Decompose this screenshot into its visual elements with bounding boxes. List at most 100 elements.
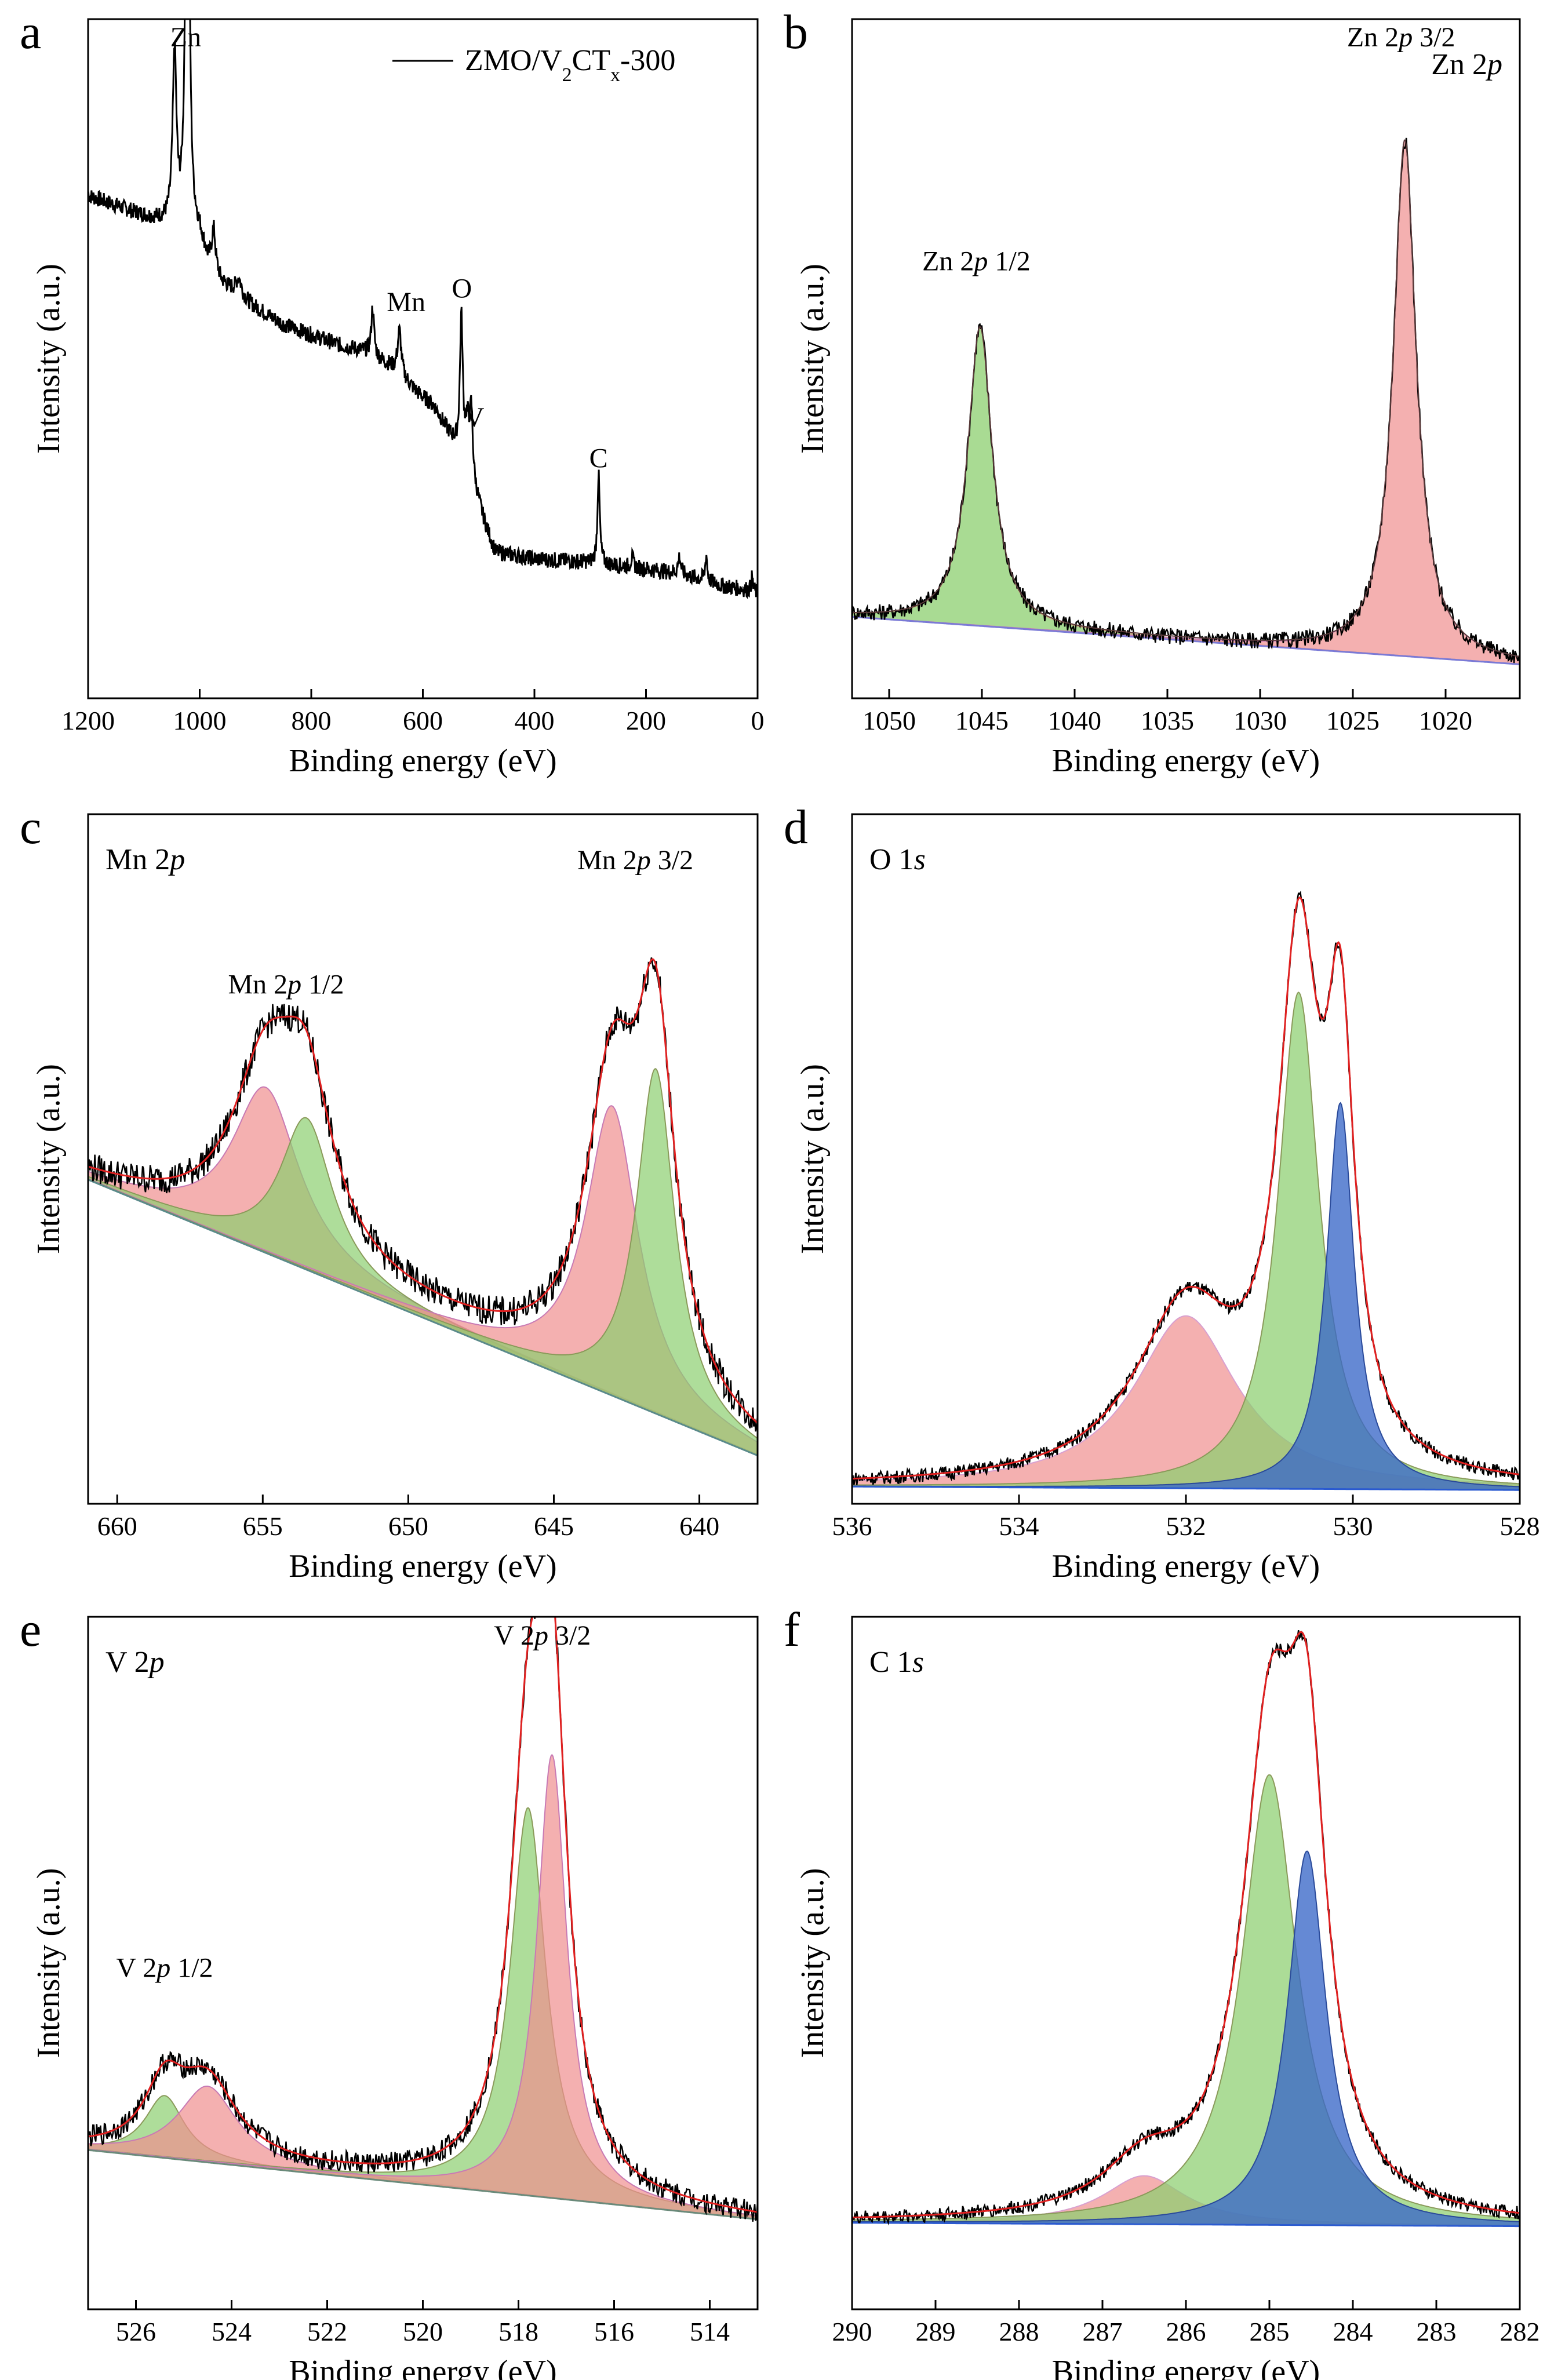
peak-annotation: V 2p 1/2 xyxy=(116,1952,213,1983)
x-tick-label: 288 xyxy=(999,2317,1039,2346)
panel-title: C 1s xyxy=(869,1646,924,1679)
fit-envelope xyxy=(852,896,1520,1480)
y-axis-label: Intensity (a.u.) xyxy=(31,1868,67,2058)
fit-envelope xyxy=(88,958,758,1424)
panel-title: V 2p xyxy=(105,1646,165,1679)
survey-line xyxy=(88,19,758,599)
plot-area xyxy=(852,137,1520,665)
peak-annotation: Zn 2p 1/2 xyxy=(922,246,1031,277)
x-tick-label: 1020 xyxy=(1419,706,1472,735)
x-tick-label: 285 xyxy=(1250,2317,1290,2346)
x-tick-label: 1045 xyxy=(955,706,1009,735)
x-axis-label: Binding energy (eV) xyxy=(1052,1548,1320,1584)
plot-area xyxy=(852,1630,1520,2228)
x-tick-label: 1040 xyxy=(1048,706,1101,735)
x-tick-label: 1035 xyxy=(1141,706,1194,735)
x-tick-label: 518 xyxy=(498,2317,538,2346)
plot-area xyxy=(88,957,758,1457)
x-tick-label: 526 xyxy=(116,2317,156,2346)
panel-e: 526 524 522 520 518 516 514 Binding energy (eV)… xyxy=(20,1603,759,2380)
x-tick-label: 1050 xyxy=(862,706,916,735)
panel-letter: f xyxy=(784,1603,800,1657)
x-tick-label: 600 xyxy=(403,706,443,735)
panel-title: Zn 2p xyxy=(1431,48,1502,81)
plot-area xyxy=(852,891,1520,1491)
plot-frame xyxy=(851,18,1521,699)
panel-d: 536 534 532 530 528 Binding energy (eV) Intens… xyxy=(784,800,1540,1584)
peak-annotation: Mn 2p 3/2 xyxy=(577,845,693,876)
peak-annotation: Mn xyxy=(387,287,425,318)
x-axis-label: Binding energy (eV) xyxy=(289,2354,556,2380)
x-tick-label: 800 xyxy=(292,706,332,735)
x-tick-label: 660 xyxy=(97,1511,137,1541)
x-tick-label: 524 xyxy=(212,2317,252,2346)
peak-annotation: V xyxy=(464,402,485,433)
baseline-line xyxy=(88,1179,758,1457)
x-tick-label: 1030 xyxy=(1233,706,1287,735)
panel-b: 1050 1045 1040 1035 1030 1025 1020 Binding ener… xyxy=(784,5,1521,779)
baseline-line xyxy=(852,1485,1520,1491)
x-tick-label: 290 xyxy=(832,2317,872,2346)
peak-annotation: V 2p 3/2 xyxy=(494,1620,591,1651)
x-tick-label: 282 xyxy=(1500,2317,1540,2346)
panel-letter: d xyxy=(784,800,808,854)
x-tick-label: 1200 xyxy=(61,706,115,735)
x-tick-label: 284 xyxy=(1333,2317,1373,2346)
x-tick-label: 287 xyxy=(1083,2317,1123,2346)
fit-envelope xyxy=(88,1617,758,2213)
y-axis-label: Intensity (a.u.) xyxy=(795,1868,831,2058)
x-axis-label: Binding energy (eV) xyxy=(1052,2354,1320,2380)
peak-annotation: Zn xyxy=(170,22,201,53)
panel-letter: c xyxy=(20,800,41,854)
fit-envelope xyxy=(852,139,1520,658)
peak-annotation: Zn 2p 3/2 xyxy=(1347,22,1455,53)
x-tick-label: 516 xyxy=(594,2317,634,2346)
baseline-line xyxy=(852,615,1520,665)
peak-annotation: O xyxy=(452,274,472,304)
panel-letter: e xyxy=(20,1603,41,1657)
x-tick-label: 536 xyxy=(832,1511,872,1541)
panel-letter: b xyxy=(784,5,808,59)
panel-c: 660 655 650 645 640 Binding energy (eV) Intens… xyxy=(20,800,759,1584)
panel-title: O 1s xyxy=(869,843,926,876)
x-tick-label: 528 xyxy=(1500,1511,1540,1541)
x-tick-label: 645 xyxy=(534,1511,574,1541)
y-axis-label: Intensity (a.u.) xyxy=(31,264,67,454)
x-tick-label: 534 xyxy=(999,1511,1039,1541)
legend-label: ZMO/V2CTx-300 xyxy=(465,44,675,86)
plot-area xyxy=(88,19,758,599)
y-axis-label: Intensity (a.u.) xyxy=(31,1064,67,1254)
panel-f: 290 289 288 287 286 285 284 283 282 Binding energ… xyxy=(784,1603,1540,2380)
x-tick-label: 532 xyxy=(1166,1511,1206,1541)
x-axis-label: Binding energy (eV) xyxy=(1052,743,1320,779)
x-tick-label: 514 xyxy=(690,2317,730,2346)
y-axis-label: Intensity (a.u.) xyxy=(795,1064,831,1254)
baseline-line xyxy=(852,2222,1520,2228)
fit-envelope xyxy=(852,1631,1520,2219)
x-tick-label: 530 xyxy=(1333,1511,1373,1541)
x-tick-label: 655 xyxy=(243,1511,283,1541)
x-axis-label: Binding energy (eV) xyxy=(289,743,556,779)
x-tick-label: 400 xyxy=(515,706,555,735)
x-tick-label: 1025 xyxy=(1326,706,1380,735)
baseline-line xyxy=(88,2149,758,2221)
y-axis-label: Intensity (a.u.) xyxy=(795,264,831,454)
peak-annotation: C xyxy=(589,443,608,474)
x-tick-label: 289 xyxy=(916,2317,956,2346)
plot-frame xyxy=(87,813,759,1505)
x-tick-label: 283 xyxy=(1417,2317,1457,2346)
x-tick-label: 0 xyxy=(751,706,765,735)
x-tick-label: 640 xyxy=(679,1511,719,1541)
x-tick-label: 522 xyxy=(307,2317,347,2346)
x-tick-label: 286 xyxy=(1166,2317,1206,2346)
panel-title: Mn 2p xyxy=(105,843,185,876)
plot-area xyxy=(88,1617,758,2222)
x-tick-label: 520 xyxy=(403,2317,443,2346)
panel-a: 1200 1000 800 600 400 200 0 Binding energy (eV)… xyxy=(20,5,765,779)
x-axis-label: Binding energy (eV) xyxy=(289,1548,556,1584)
x-tick-label: 1000 xyxy=(173,706,227,735)
x-tick-label: 650 xyxy=(388,1511,428,1541)
panel-letter: a xyxy=(20,5,41,59)
peak-annotation: Mn 2p 1/2 xyxy=(228,969,344,1000)
